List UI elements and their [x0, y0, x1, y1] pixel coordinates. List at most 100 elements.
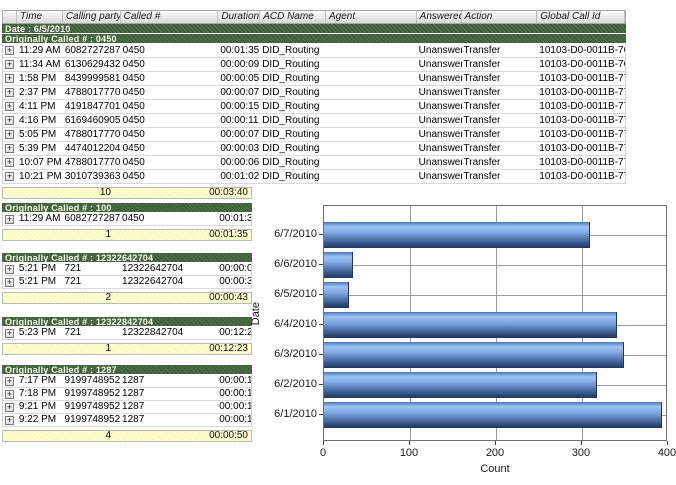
- x-tick-mark: [409, 441, 410, 445]
- y-tick-label: 6/1/2010: [274, 408, 317, 420]
- table-row: +1:58 PM 8439999581 0450 00:00:05 DID_Routin…: [2, 72, 626, 86]
- cell-acd: DID_Routing: [262, 128, 320, 140]
- spacer: [2, 226, 252, 229]
- y-tick-label: 6/3/2010: [274, 348, 317, 360]
- cell-duration: 00:01:35: [220, 44, 260, 56]
- cell-called: 1287: [122, 375, 145, 386]
- cell-calling: 8439999581: [64, 72, 121, 84]
- expand-row-button[interactable]: +: [5, 101, 14, 111]
- cell-time: 7:18 PM: [18, 388, 57, 399]
- expand-row-button[interactable]: +: [5, 276, 14, 287]
- cell-answered: Unanswered: [418, 170, 462, 182]
- cell-called: 0450: [122, 72, 145, 84]
- cell-calling: 6130629432: [64, 58, 121, 70]
- expand-cell: +: [3, 213, 17, 224]
- cell-duration: 00:00:14: [219, 401, 251, 412]
- cell-called: 0450: [122, 213, 145, 224]
- summary-total-duration: 00:00:43: [209, 292, 248, 303]
- group-band: Originally Called # : 0450: [2, 34, 626, 44]
- table-row: +11:34 AM 6130629432 0450 00:00:09 DID_Routi…: [2, 58, 626, 72]
- bar-6/1/2010[interactable]: [324, 402, 662, 428]
- expand-row-button[interactable]: +: [5, 171, 14, 181]
- group-table: Originally Called # : 1287 +7:17 PM 919974…: [2, 365, 252, 442]
- cell-acd: DID_Routing: [262, 58, 320, 70]
- cell-time: 10:21 PM: [18, 170, 62, 182]
- col-header-Calling party #: Calling party #: [63, 11, 121, 23]
- cell-calling: 3010739363: [64, 170, 121, 182]
- table-row: +5:21 PM 721 12322642704 00:00:34: [2, 276, 252, 289]
- bar-6/5/2010[interactable]: [324, 282, 349, 308]
- bar-6/2/2010[interactable]: [324, 372, 597, 398]
- expand-row-button[interactable]: +: [5, 143, 14, 153]
- cell-calling: 9199748952: [64, 414, 121, 425]
- expand-row-button[interactable]: +: [5, 115, 14, 125]
- cell-calling: 6169460905: [64, 114, 121, 126]
- x-tick-mark: [323, 441, 324, 445]
- cell-time: 1:58 PM: [18, 72, 57, 84]
- expand-cell: +: [3, 263, 17, 274]
- cell-time: 2:37 PM: [18, 86, 57, 98]
- expand-row-button[interactable]: +: [5, 414, 14, 425]
- expand-row-button[interactable]: +: [5, 327, 14, 338]
- expand-row-button[interactable]: +: [5, 263, 14, 274]
- summary-total-duration: 00:00:50: [209, 430, 248, 441]
- expand-row-button[interactable]: +: [5, 87, 14, 97]
- cell-calling: 4788017770: [64, 156, 121, 168]
- bar-6/6/2010[interactable]: [324, 252, 353, 278]
- bar-6/4/2010[interactable]: [324, 312, 617, 338]
- group-summary-row: 1 00:01:35: [2, 229, 252, 241]
- group-band-label: Originally Called # : 12322642704: [5, 253, 154, 263]
- bar-6/7/2010[interactable]: [324, 222, 590, 248]
- cell-action: Transfer: [463, 128, 501, 140]
- cell-calling: 6082727287: [64, 44, 121, 56]
- group-table: Originally Called # : 12322842704 +5:23 P…: [2, 317, 252, 355]
- cell-action: Transfer: [463, 170, 501, 182]
- cell-duration: 00:00:11: [219, 414, 251, 425]
- cell-time: 9:22 PM: [18, 414, 57, 425]
- cell-action: Transfer: [463, 86, 501, 98]
- expand-row-button[interactable]: +: [5, 45, 14, 55]
- cell-call_id: 10103-D0-0011B-773: [539, 114, 625, 126]
- cell-calling: 9199748952: [64, 388, 121, 399]
- table-row: +4:11 PM 4191847701 0450 00:00:15 DID_Routin…: [2, 100, 626, 114]
- x-tick-label: 400: [657, 447, 676, 459]
- cell-call_id: 10103-D0-0011B-772: [539, 100, 625, 112]
- expand-row-button[interactable]: +: [5, 73, 14, 83]
- expand-row-button[interactable]: +: [5, 388, 14, 399]
- cell-duration: 00:00:03: [220, 142, 260, 154]
- expand-row-button[interactable]: +: [5, 157, 14, 167]
- cell-duration: 00:00:11: [220, 114, 259, 126]
- expand-row-button[interactable]: +: [5, 129, 14, 139]
- expand-cell: +: [3, 88, 17, 97]
- cell-calling: 4788017770: [64, 86, 121, 98]
- expand-row-button[interactable]: +: [5, 213, 14, 224]
- cell-acd: DID_Routing: [262, 170, 320, 182]
- expand-row-button[interactable]: +: [5, 375, 14, 386]
- bar-6/3/2010[interactable]: [324, 342, 624, 368]
- cell-duration: 00:00:09: [220, 58, 260, 70]
- cell-acd: DID_Routing: [262, 86, 320, 98]
- expand-cell: +: [3, 414, 17, 425]
- group-band: Originally Called # : 12322842704: [2, 317, 252, 327]
- cell-duration: 00:12:23: [219, 327, 251, 338]
- summary-call-count: 4: [105, 430, 111, 441]
- cell-called: 12322842704: [122, 327, 184, 338]
- y-tick-label: 6/4/2010: [274, 318, 317, 330]
- expand-row-button[interactable]: +: [5, 59, 14, 69]
- cell-duration: 00:01:02: [220, 170, 260, 182]
- table-row: +10:21 PM 3010739363 0450 00:01:02 DID_Routi…: [2, 170, 626, 184]
- cell-answered: Unanswered: [418, 156, 462, 168]
- col-header-ACD Name: ACD Name: [260, 11, 326, 23]
- cell-called: 0450: [122, 86, 145, 98]
- plot-area: [323, 205, 667, 441]
- cell-time: 5:39 PM: [18, 142, 57, 154]
- col-header-Global Call Id: Global Call Id: [537, 11, 625, 23]
- col-header-Called #: Called #: [121, 11, 219, 23]
- expand-row-button[interactable]: +: [5, 401, 14, 412]
- cell-answered: Unanswered: [418, 100, 462, 112]
